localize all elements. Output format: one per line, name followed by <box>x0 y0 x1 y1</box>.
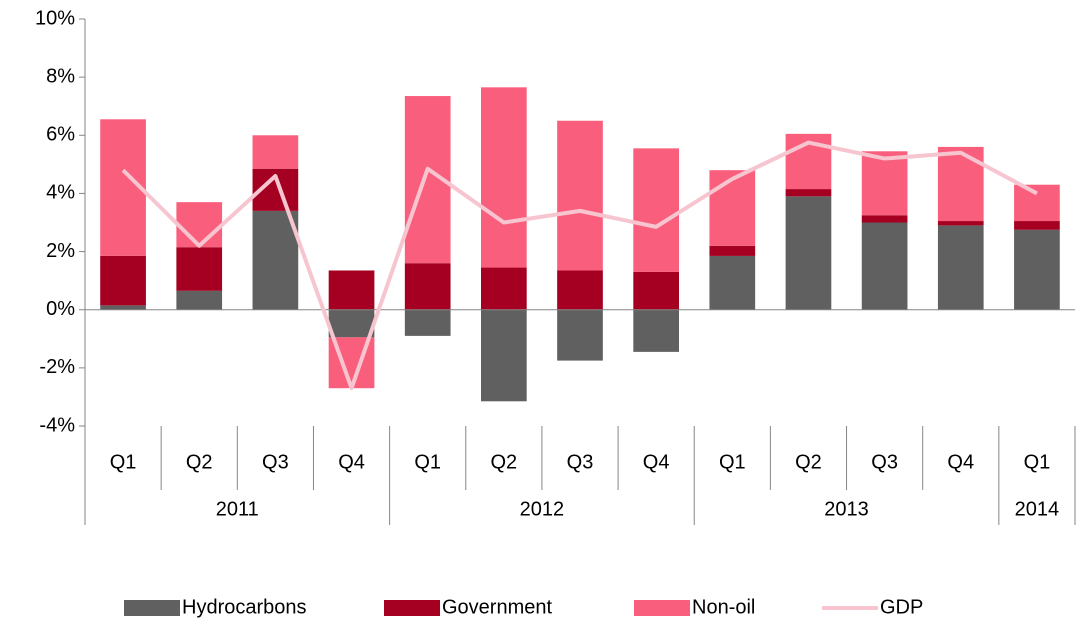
bar <box>100 305 146 310</box>
y-tick-label: -4% <box>39 414 75 436</box>
bar <box>709 170 756 246</box>
bar <box>557 309 603 361</box>
x-tick-label: Q1 <box>110 451 137 473</box>
group-label: 2011 <box>216 498 259 520</box>
group-label: 2014 <box>1015 498 1060 520</box>
legend-swatch <box>384 600 440 616</box>
bar <box>481 87 527 268</box>
bar <box>937 221 984 226</box>
bar <box>633 271 679 310</box>
bar <box>861 215 908 223</box>
y-tick-label: 4% <box>46 182 75 204</box>
y-tick-label: 8% <box>46 65 75 87</box>
bar <box>328 270 375 310</box>
x-tick-label: Q4 <box>947 451 974 473</box>
bar <box>252 135 299 169</box>
legend-label: Government <box>442 596 552 618</box>
x-tick-label: Q2 <box>795 451 822 473</box>
bar <box>1014 221 1060 230</box>
x-tick-label: Q2 <box>491 451 518 473</box>
x-tick-label: Q1 <box>1024 451 1051 473</box>
x-tick-label: Q1 <box>414 451 441 473</box>
y-tick-label: 2% <box>46 240 75 262</box>
bar <box>633 148 679 272</box>
bar <box>404 263 451 310</box>
y-tick-label: 6% <box>46 124 75 146</box>
legend-label: Non-oil <box>692 596 755 618</box>
y-tick-label: -2% <box>39 356 75 378</box>
bar <box>1014 184 1060 222</box>
bar <box>252 210 299 310</box>
group-label: 2013 <box>824 498 869 520</box>
x-tick-label: Q3 <box>871 451 898 473</box>
legend-label: GDP <box>880 596 923 618</box>
y-tick-label: 10% <box>35 7 75 29</box>
bar <box>709 245 756 256</box>
bar <box>937 225 984 310</box>
bar <box>785 196 832 310</box>
bar <box>176 247 223 291</box>
bar <box>481 309 527 402</box>
bar <box>861 222 908 310</box>
line <box>121 140 1038 391</box>
bar <box>557 120 603 271</box>
bar <box>100 255 146 306</box>
legend-swatch <box>634 600 690 616</box>
bar <box>176 290 223 310</box>
legend-label: Hydrocarbons <box>182 596 307 618</box>
bar <box>785 189 832 197</box>
x-tick-label: Q1 <box>719 451 746 473</box>
legend-swatch <box>124 600 180 616</box>
bar <box>176 202 223 248</box>
bar <box>937 146 984 222</box>
bar <box>633 309 679 352</box>
x-tick-label: Q4 <box>338 451 365 473</box>
bar <box>328 309 375 338</box>
bar <box>404 309 451 336</box>
bar <box>861 151 908 216</box>
bar <box>709 255 756 310</box>
bar <box>557 270 603 310</box>
x-tick-label: Q3 <box>567 451 594 473</box>
group-label: 2012 <box>520 498 565 520</box>
bar <box>481 267 527 310</box>
x-tick-label: Q2 <box>186 451 213 473</box>
bar <box>1014 229 1060 310</box>
y-tick-label: 0% <box>46 298 75 320</box>
x-tick-label: Q4 <box>643 451 670 473</box>
x-tick-label: Q3 <box>262 451 289 473</box>
